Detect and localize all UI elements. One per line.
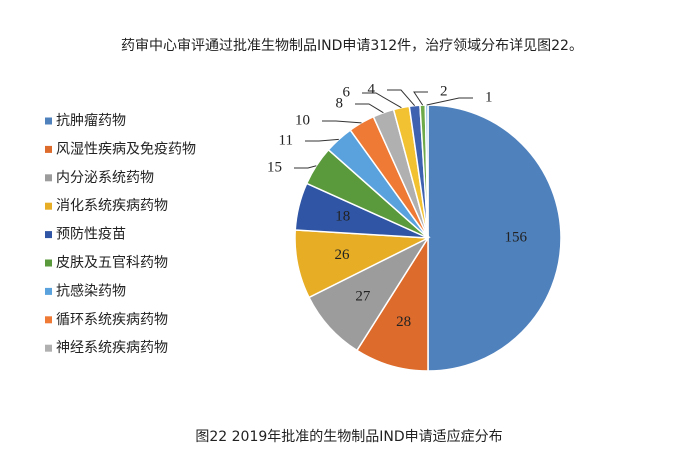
data-label: 11 bbox=[279, 132, 293, 148]
data-label: 10 bbox=[295, 112, 310, 128]
leader-line bbox=[355, 103, 384, 114]
legend-label: 消化系统疾病药物 bbox=[56, 198, 168, 214]
legend-swatch bbox=[45, 145, 52, 153]
legend-swatch bbox=[45, 117, 52, 125]
data-label: 8 bbox=[336, 95, 344, 111]
data-label: 26 bbox=[334, 247, 350, 263]
legend-swatch bbox=[45, 174, 52, 182]
legend-swatch bbox=[45, 287, 52, 295]
leader-line bbox=[322, 120, 362, 124]
legend-swatch bbox=[45, 316, 52, 324]
data-label: 1 bbox=[485, 89, 493, 105]
data-label: 156 bbox=[505, 229, 528, 245]
legend-swatch bbox=[45, 202, 52, 210]
leader-line bbox=[387, 89, 416, 107]
leader-line bbox=[426, 97, 473, 106]
data-label: 18 bbox=[335, 208, 350, 224]
legend-label: 抗感染药物 bbox=[56, 282, 126, 299]
legend-label: 皮肤及五官科药物 bbox=[56, 255, 168, 271]
data-label: 27 bbox=[355, 288, 371, 304]
legend-swatch bbox=[45, 231, 52, 239]
data-label: 4 bbox=[368, 81, 376, 97]
data-label: 6 bbox=[343, 84, 351, 100]
pie-slice bbox=[427, 104, 562, 372]
chart-title: 药审中心审评通过批准生物制品IND申请312件，治疗领域分布详见图22。 bbox=[121, 38, 583, 54]
legend-label: 循环系统疾病药物 bbox=[56, 312, 168, 328]
legend-label: 风湿性疾病及免疫药物 bbox=[56, 141, 196, 157]
data-label: 15 bbox=[267, 159, 282, 175]
data-label: 2 bbox=[440, 83, 448, 99]
leader-line bbox=[305, 138, 339, 142]
leader-line bbox=[362, 92, 402, 109]
legend-swatch bbox=[45, 344, 52, 352]
legend-swatch bbox=[45, 259, 52, 267]
leader-line bbox=[413, 91, 428, 106]
legend-label: 神经系统疾病药物 bbox=[56, 340, 168, 356]
legend-label: 预防性疫苗 bbox=[56, 227, 126, 243]
leader-line bbox=[294, 165, 317, 169]
legend-label: 抗肿瘤药物 bbox=[56, 112, 126, 129]
legend-label: 内分泌系统药物 bbox=[56, 170, 154, 186]
data-label: 28 bbox=[396, 314, 411, 330]
caption: 图22 2019年批准的生物制品IND申请适应症分布 bbox=[195, 428, 502, 445]
